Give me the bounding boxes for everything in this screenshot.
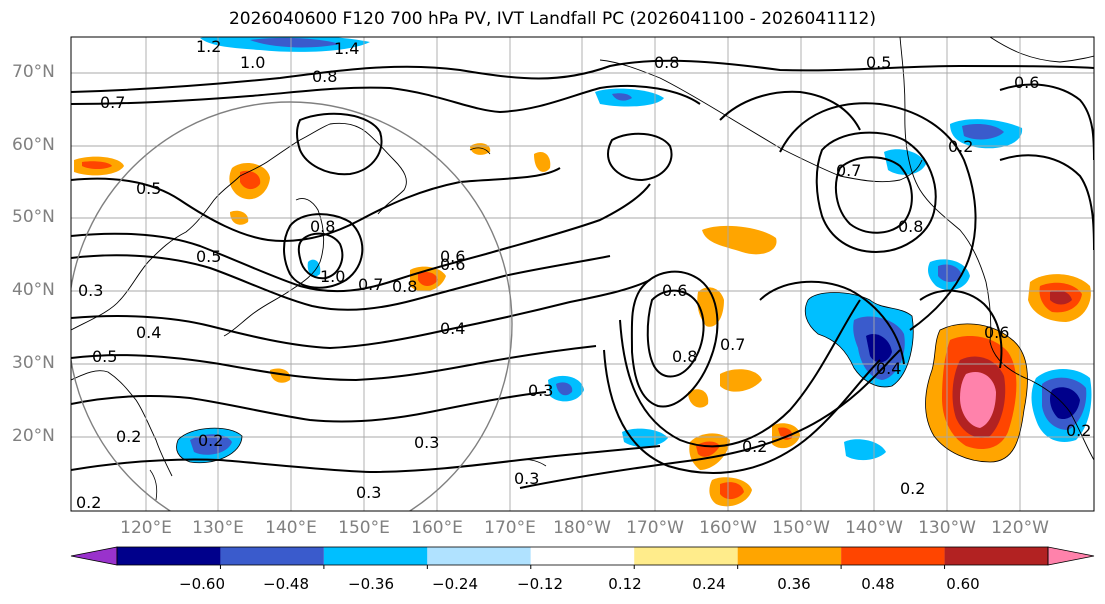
contour-label: 0.8: [654, 53, 679, 72]
contour-label: 0.6: [440, 255, 465, 274]
colorbar-segment: [944, 547, 1048, 565]
contour-label: 0.4: [876, 359, 901, 378]
contour-label: 0.8: [312, 67, 337, 86]
contour-label: 0.7: [836, 161, 861, 180]
map-frame: [70, 36, 1095, 512]
lon-label: 180°W: [553, 518, 611, 538]
map-title: 2026040600 F120 700 hPa PV, IVT Landfall…: [228, 9, 876, 29]
colorbar-segment: [427, 547, 531, 565]
lat-label: 70°N: [12, 62, 55, 82]
lon-label: 170°E: [484, 518, 536, 538]
colorbar-segment: [634, 547, 738, 565]
map-background: [71, 37, 1094, 511]
colorbar-tick-label: 0.48: [861, 575, 895, 593]
contour-label: 0.2: [1066, 421, 1091, 440]
colorbar-segment: [117, 547, 221, 565]
lon-label: 130°E: [192, 518, 244, 538]
contour-label: 0.6: [440, 247, 465, 266]
lat-label: 20°N: [12, 426, 55, 446]
lon-label: 150°E: [338, 518, 390, 538]
lon-label: 170°W: [626, 518, 684, 538]
contour-label: 1.0: [320, 267, 345, 286]
contour-label: 0.4: [136, 323, 161, 342]
lon-label: 120°W: [991, 518, 1049, 538]
contour-label: 1.2: [196, 37, 221, 56]
colorbar-segment: [530, 547, 635, 565]
colorbar-tick-label: 0.24: [692, 575, 726, 593]
pv-anomaly-shading: [74, 37, 1092, 507]
lon-label: 160°W: [699, 518, 757, 538]
colorbar-extend-right: [1047, 546, 1095, 566]
contour-label: 0.8: [898, 217, 923, 236]
lon-label: 130°W: [918, 518, 976, 538]
contour-label: 0.5: [196, 247, 221, 266]
ivt-contours: [71, 59, 1094, 489]
range-circle: [71, 101, 513, 511]
contour-label: 0.5: [92, 347, 117, 366]
coastlines: [71, 37, 1094, 477]
contour-label: 0.8: [310, 217, 335, 236]
graticule: [71, 37, 1094, 511]
colorbar-segment: [737, 547, 842, 565]
colorbar-tick-label: −0.24: [432, 575, 478, 593]
contour-label: 0.3: [356, 483, 381, 502]
contour-label: 0.5: [866, 53, 891, 72]
contour-label: 0.8: [672, 347, 697, 366]
colorbar-tick-label: 0.60: [946, 575, 980, 593]
contour-label: 0.6: [1014, 73, 1039, 92]
colorbar-tick-label: −0.12: [517, 575, 563, 593]
contour-label: 0.6: [984, 323, 1009, 342]
contour-label: 0.7: [358, 275, 383, 294]
contour-label: 0.5: [136, 179, 161, 198]
lon-label: 140°E: [265, 518, 317, 538]
lat-label: 40°N: [12, 280, 55, 300]
colorbar-tick-label: 0.12: [608, 575, 642, 593]
colorbar-tick-label: −0.36: [348, 575, 394, 593]
contour-label: 1.4: [334, 39, 359, 58]
colorbar-extend-left: [70, 546, 118, 566]
contour-label: 0.3: [514, 469, 539, 488]
colorbar-tick-label: −0.48: [263, 575, 309, 593]
contour-label: 0.8: [392, 277, 417, 296]
contour-label: 0.3: [528, 381, 553, 400]
contour-label: 0.2: [900, 479, 925, 498]
lat-label: 60°N: [12, 135, 55, 155]
contour-label: 1.0: [240, 53, 265, 72]
contour-label: 0.6: [662, 281, 687, 300]
lon-label: 150°W: [772, 518, 830, 538]
lon-label: 140°W: [845, 518, 903, 538]
lat-label: 50°N: [12, 207, 55, 227]
contour-label: 0.2: [742, 437, 767, 456]
colorbar-segment: [323, 547, 428, 565]
colorbar-tick-label: 0.36: [777, 575, 811, 593]
pv-outline-contours: [176, 292, 1028, 464]
lon-label: 160°E: [411, 518, 463, 538]
contour-labels: 1.2 1.4 1.0 0.8 0.7 0.8 0.5 0.6 0.5 0.5 …: [76, 37, 1091, 512]
contour-label: 0.4: [440, 319, 465, 338]
lat-label: 30°N: [12, 353, 55, 373]
contour-label: 0.3: [414, 433, 439, 452]
contour-label: 0.7: [100, 93, 125, 112]
contour-label: 0.3: [78, 281, 103, 300]
contour-label: 0.2: [76, 493, 101, 512]
colorbar-tick-label: −0.60: [179, 575, 225, 593]
colorbar-segment: [220, 547, 324, 565]
lon-label: 120°E: [120, 518, 172, 538]
contour-label: 0.2: [116, 427, 141, 446]
colorbar-outline: [116, 546, 1049, 566]
contour-label: 0.7: [720, 335, 745, 354]
colorbar-segment: [841, 547, 945, 565]
contour-label: 0.2: [948, 137, 973, 156]
contour-label: 0.2: [198, 431, 223, 450]
colorbar: [70, 546, 1095, 569]
